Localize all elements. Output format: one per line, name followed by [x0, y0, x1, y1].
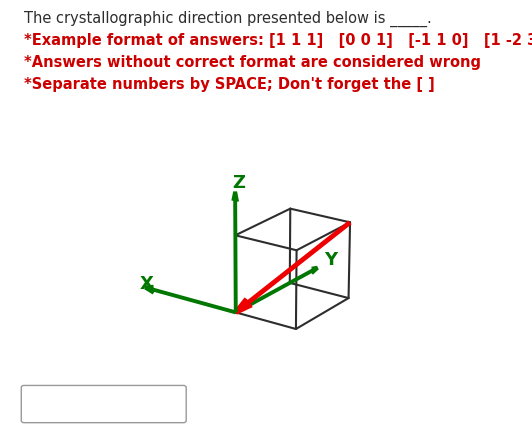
Text: The crystallographic direction presented below is _____.: The crystallographic direction presented… — [24, 11, 431, 27]
Text: *Separate numbers by SPACE; Don't forget the [ ]: *Separate numbers by SPACE; Don't forget… — [24, 77, 435, 92]
FancyBboxPatch shape — [21, 385, 186, 423]
Text: *Answers without correct format are considered wrong: *Answers without correct format are cons… — [24, 55, 481, 70]
Text: *Example format of answers: [1 1 1]   [0 0 1]   [-1 1 0]   [1 -2 3]: *Example format of answers: [1 1 1] [0 0… — [24, 33, 532, 48]
